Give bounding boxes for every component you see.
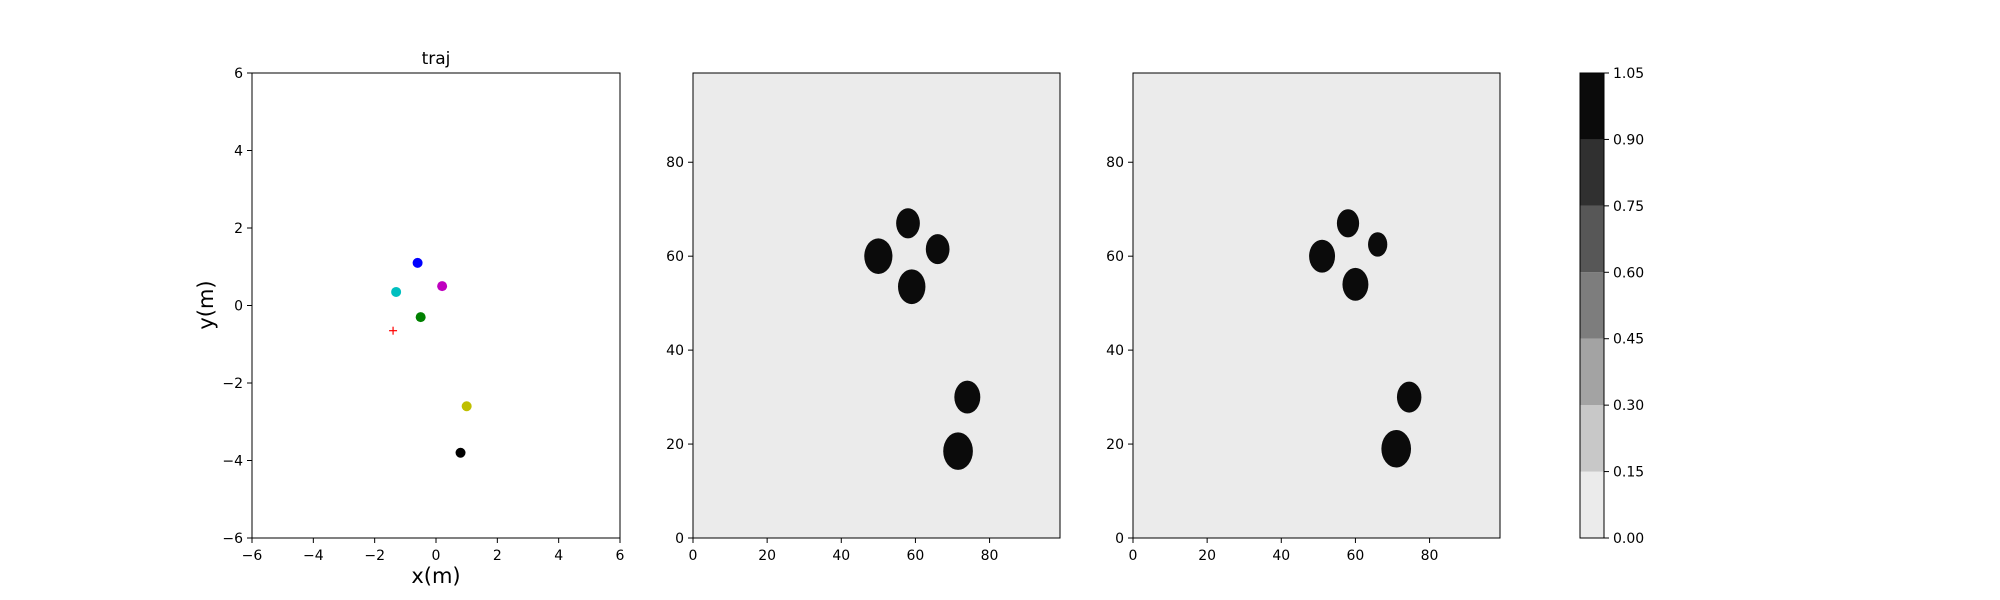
obstacle-blob [954, 380, 981, 414]
trajectory-x-axis-label: x(m) [411, 564, 460, 588]
heatmap-1-y-tick-label: 40 [666, 343, 684, 359]
colorbar-band [1580, 205, 1604, 273]
obstacle-blob [1368, 232, 1388, 257]
heatmap-2-axes-frame [1132, 72, 1501, 539]
heatmap-panel-1: 0 20 40 60 80 0 20 40 60 80 [666, 72, 1061, 564]
colorbar-band [1580, 471, 1604, 538]
obstacle-blob [1309, 239, 1336, 273]
trajectory-points [389, 257, 472, 458]
colorbar-tick-label: 1.05 [1613, 66, 1644, 82]
colorbar-frame [1579, 72, 1605, 539]
obstacle-blob [1396, 381, 1422, 413]
trajectory-x-tick-label: 2 [493, 548, 502, 564]
agent-point [455, 447, 466, 458]
obstacle-blob [943, 432, 973, 470]
colorbar-tick-label: 0.30 [1613, 398, 1644, 414]
heatmap-1-x-tick-label: 60 [907, 548, 925, 564]
trajectory-y-tick-label: 4 [234, 144, 243, 160]
trajectory-y-tick-label: −6 [222, 531, 243, 547]
heatmap-2-x-tick-label: 60 [1347, 548, 1365, 564]
obstacle-blob [896, 208, 920, 239]
trajectory-x-tick-label: 0 [432, 548, 441, 564]
heatmap-panel-2: 0 20 40 60 80 0 20 40 60 80 [1106, 72, 1501, 564]
obstacle-blob [1336, 209, 1360, 238]
obstacle-blob [925, 234, 950, 265]
trajectory-y-axis-label: y(m) [194, 280, 218, 329]
trajectory-title: traj [422, 49, 451, 69]
trajectory-x-tick-label: 6 [616, 548, 625, 564]
heatmap-1-y-tick-label: 0 [675, 531, 684, 547]
trajectory-y-tick-label: 6 [234, 66, 243, 82]
obstacle-blob [898, 269, 926, 305]
heatmap-2-y-tick-label: 80 [1106, 155, 1124, 171]
heatmap-1-x-tick-label: 0 [689, 548, 698, 564]
agent-point [461, 401, 472, 412]
agent-point [391, 286, 402, 297]
trajectory-x-tick-label: 4 [554, 548, 563, 564]
heatmap-2-x-ticks: 0 20 40 60 80 [1129, 538, 1439, 564]
trajectory-panel: traj −6 −4 −2 0 2 4 6 −6 −4 −2 0 2 4 6 x(m) y(m) [194, 49, 625, 588]
heatmap-1-x-tick-label: 20 [758, 548, 776, 564]
colorbar-band [1580, 139, 1604, 206]
trajectory-axes-frame [251, 72, 621, 539]
heatmap-2-x-tick-label: 40 [1272, 548, 1290, 564]
heatmap-1-y-tick-label: 20 [666, 437, 684, 453]
heatmap-1-x-tick-label: 80 [981, 548, 999, 564]
heatmap-2-y-tick-label: 40 [1106, 343, 1124, 359]
heatmap-1-axes-frame [692, 72, 1061, 539]
heatmap-2-x-tick-label: 20 [1198, 548, 1216, 564]
heatmap-2-y-ticks: 0 20 40 60 80 [1106, 155, 1133, 547]
heatmap-2-background [1133, 73, 1500, 538]
heatmap-2-y-tick-label: 0 [1115, 531, 1124, 547]
heatmap-1-y-tick-label: 80 [666, 155, 684, 171]
colorbar: 0.00 0.15 0.30 0.45 0.60 0.75 0.90 1.05 [1579, 66, 1644, 547]
colorbar-ticks: 0.00 0.15 0.30 0.45 0.60 0.75 0.90 1.05 [1604, 66, 1644, 547]
colorbar-tick-label: 0.45 [1613, 332, 1644, 348]
heatmap-1-y-tick-label: 60 [666, 249, 684, 265]
trajectory-x-tick-label: −2 [364, 548, 385, 564]
colorbar-tick-label: 0.60 [1613, 265, 1644, 281]
trajectory-x-ticks: −6 −4 −2 0 2 4 6 [242, 538, 625, 564]
obstacle-blob [1381, 429, 1412, 468]
colorbar-band [1580, 338, 1604, 406]
trajectory-x-tick-label: −6 [242, 548, 263, 564]
agent-point [415, 312, 426, 323]
trajectory-y-tick-label: 2 [234, 221, 243, 237]
obstacle-blob [1342, 267, 1369, 301]
heatmap-2-y-tick-label: 60 [1106, 249, 1124, 265]
colorbar-tick-label: 0.00 [1613, 531, 1644, 547]
heatmap-1-background [693, 73, 1060, 538]
trajectory-y-ticks: −6 −4 −2 0 2 4 6 [222, 66, 252, 547]
heatmap-1-blobs [864, 208, 981, 470]
trajectory-y-tick-label: −2 [222, 376, 243, 392]
trajectory-x-tick-label: −4 [303, 548, 324, 564]
agent-point [412, 257, 423, 268]
colorbar-tick-label: 0.75 [1613, 199, 1644, 215]
colorbar-band [1580, 73, 1604, 140]
colorbar-tick-label: 0.15 [1613, 465, 1644, 481]
colorbar-bands [1580, 73, 1604, 538]
colorbar-band [1580, 405, 1604, 472]
heatmap-2-y-tick-label: 20 [1106, 437, 1124, 453]
heatmap-2-x-tick-label: 0 [1129, 548, 1138, 564]
heatmap-1-x-ticks: 0 20 40 60 80 [689, 538, 999, 564]
heatmap-1-x-tick-label: 40 [832, 548, 850, 564]
target-marker [389, 326, 398, 335]
obstacle-blob [864, 238, 893, 275]
colorbar-band [1580, 272, 1604, 339]
trajectory-y-tick-label: 0 [234, 299, 243, 315]
colorbar-tick-label: 0.90 [1613, 132, 1644, 148]
heatmap-2-x-tick-label: 80 [1421, 548, 1439, 564]
heatmap-2-blobs [1309, 209, 1422, 468]
agent-point [437, 281, 448, 292]
heatmap-1-y-ticks: 0 20 40 60 80 [666, 155, 693, 547]
trajectory-y-tick-label: −4 [222, 454, 243, 470]
